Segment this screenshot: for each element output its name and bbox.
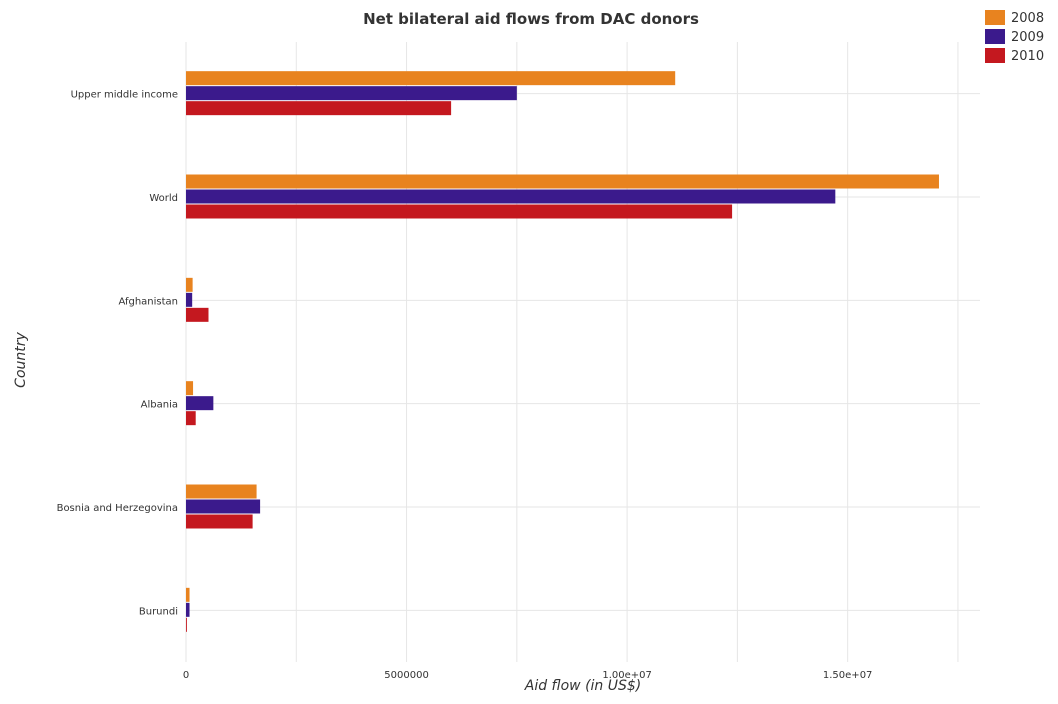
x-tick-label: 5000000	[384, 670, 429, 681]
y-axis-title: Country	[13, 331, 29, 387]
bar-bosnia-and-herzegovina-2009	[186, 499, 261, 514]
y-tick-label: World	[149, 193, 178, 204]
y-tick-label: Albania	[141, 400, 178, 411]
bar-afghanistan-2008	[186, 277, 193, 292]
bar-afghanistan-2010	[186, 307, 209, 322]
bar-upper-middle-income-2008	[186, 71, 676, 86]
y-tick-label: Bosnia and Herzegovina	[57, 503, 178, 514]
bar-burundi-2008	[186, 587, 190, 602]
bar-albania-2010	[186, 411, 196, 426]
bar-albania-2008	[186, 381, 194, 396]
bar-bosnia-and-herzegovina-2010	[186, 514, 253, 529]
grid	[185, 42, 980, 662]
bar-upper-middle-income-2010	[186, 101, 452, 116]
x-tick-label: 1.00e+07	[602, 670, 652, 681]
x-tick-label: 1.50e+07	[823, 670, 873, 681]
legend-swatch-2009	[985, 29, 1005, 44]
legend-swatch-2010	[985, 48, 1005, 63]
bar-upper-middle-income-2009	[186, 86, 517, 101]
y-axis-ticks: Upper middle income World Afghanistan Alban…	[57, 90, 178, 618]
bar-burundi-2009	[186, 602, 190, 617]
x-axis-ticks: 0 5000000 1.00e+07 1.50e+07	[183, 670, 873, 681]
y-tick-label: Upper middle income	[71, 90, 178, 101]
bar-albania-2009	[186, 396, 214, 411]
chart-title: Net bilateral aid flows from DAC donors	[363, 10, 699, 28]
y-tick-label: Afghanistan	[118, 296, 178, 307]
legend-swatch-2008	[985, 10, 1005, 25]
y-tick-label: Burundi	[139, 606, 178, 617]
legend-label-2009: 2009	[1011, 30, 1044, 45]
legend-label-2008: 2008	[1011, 11, 1044, 26]
bar-world-2008	[186, 174, 939, 189]
x-axis-title: Aid flow (in US$)	[524, 678, 642, 694]
bar-afghanistan-2009	[186, 292, 193, 307]
bar-bosnia-and-herzegovina-2008	[186, 484, 257, 499]
legend: 2008 2009 2010	[985, 10, 1044, 64]
bar-world-2009	[186, 189, 836, 204]
legend-label-2010: 2010	[1011, 49, 1044, 64]
x-tick-label: 0	[183, 670, 189, 681]
bar-world-2010	[186, 204, 733, 219]
bar-burundi-2010	[186, 617, 187, 632]
bars	[186, 71, 939, 632]
